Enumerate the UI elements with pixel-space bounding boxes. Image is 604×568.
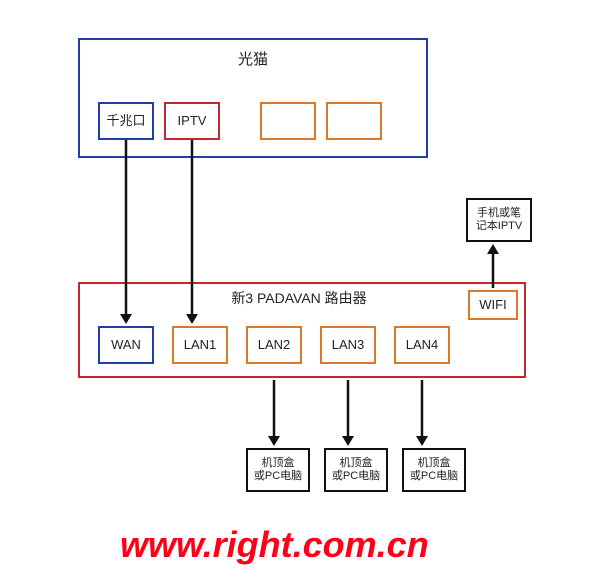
modem-port-gigabit: 千兆口 [98,102,154,140]
stb-box-1: 机顶盒 或PC电脑 [246,448,310,492]
modem-port-3 [260,102,316,140]
modem-port-iptv: IPTV [164,102,220,140]
modem-port-4 [326,102,382,140]
router-port-lan4: LAN4 [394,326,450,364]
router-port-wan: WAN [98,326,154,364]
phone-iptv-box: 手机或笔 记本IPTV [466,198,532,242]
router-title: 新3 PADAVAN 路由器 [174,286,424,310]
stb-box-3: 机顶盒 或PC电脑 [402,448,466,492]
stb-box-2: 机顶盒 或PC电脑 [324,448,388,492]
router-wifi: WIFI [468,290,518,320]
modem-title: 光猫 [78,40,428,80]
router-port-lan2: LAN2 [246,326,302,364]
router-port-lan3: LAN3 [320,326,376,364]
watermark: www.right.com.cn [120,524,429,566]
router-port-lan1: LAN1 [172,326,228,364]
